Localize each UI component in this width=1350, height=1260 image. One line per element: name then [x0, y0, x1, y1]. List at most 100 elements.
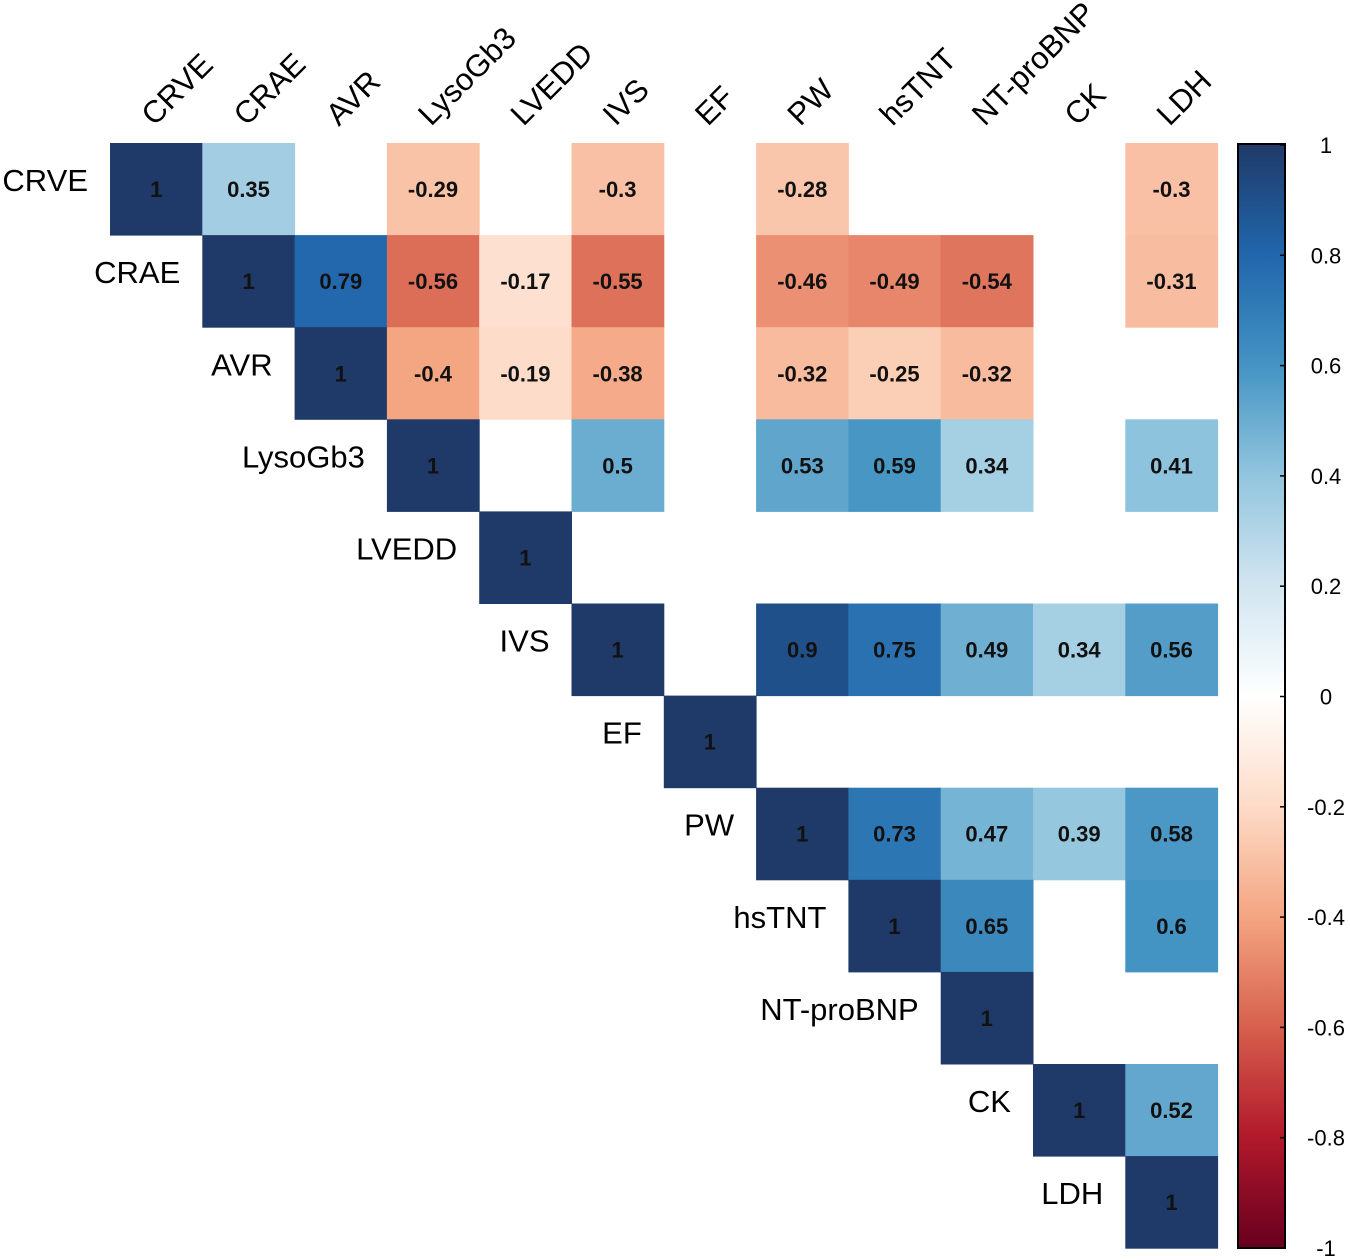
heatmap-cell-LVEDD-LVEDD — [479, 511, 572, 604]
cell-value-label-LysoGb3-IVS: 0.5 — [602, 453, 633, 478]
heatmap-cell-hsTNT-hsTNT — [848, 879, 942, 973]
heatmap-cell-hsTNT-NT-proBNP — [940, 879, 1034, 973]
heatmap-cell-CRVE-LysoGb3 — [386, 143, 480, 236]
cell-value-label-PW-PW: 1 — [796, 822, 808, 847]
cell-value-label-CRAE-LDH: -0.31 — [1146, 269, 1196, 294]
row-label-LVEDD: LVEDD — [356, 531, 457, 566]
heatmap-cell-IVS-NT-proBNP — [940, 603, 1034, 697]
row-label-EF: EF — [602, 716, 642, 751]
cell-value-label-CRAE-LysoGb3: -0.56 — [408, 269, 458, 294]
cell-value-label-hsTNT-LDH: 0.6 — [1156, 914, 1187, 939]
row-label-CRVE: CRVE — [2, 163, 88, 198]
column-label-LDH: LDH — [1150, 63, 1219, 132]
cell-value-label-LysoGb3-hsTNT: 0.59 — [873, 453, 916, 478]
cell-value-label-CRVE-CRAE: 0.35 — [227, 177, 270, 202]
heatmap-cell-hsTNT-LDH — [1125, 879, 1219, 973]
cell-value-label-CRAE-IVS: -0.55 — [593, 269, 643, 294]
heatmap-cell-LDH-LDH — [1125, 1156, 1219, 1249]
column-label-EF: EF — [688, 79, 741, 132]
cell-value-label-CRVE-IVS: -0.3 — [599, 177, 637, 202]
heatmap-cell-LysoGb3-PW — [756, 419, 849, 512]
cell-value-label-IVS-PW: 0.9 — [787, 638, 818, 663]
column-label-LVEDD: LVEDD — [504, 36, 600, 132]
heatmap-cell-EF-EF — [663, 695, 757, 789]
heatmap-cell-AVR-LysoGb3 — [386, 327, 480, 420]
cell-value-label-CRVE-CRVE: 1 — [150, 177, 162, 202]
heatmap-cell-PW-hsTNT — [848, 787, 942, 881]
heatmap-cell-LysoGb3-LysoGb3 — [386, 419, 480, 512]
column-label-CK: CK — [1057, 77, 1112, 132]
row-labels: CRVE CRAE AVR LysoGb3 LVEDD IVS EF PW hsTNT NT-pr… — [2, 163, 1103, 1211]
cell-value-label-EF-EF: 1 — [704, 730, 716, 755]
colorbar-tick-label: -0.8 — [1307, 1126, 1345, 1151]
heatmap-cell-AVR-hsTNT — [848, 327, 942, 420]
colorbar-tick-label: -0.4 — [1307, 905, 1345, 930]
colorbar-tick-label: -1 — [1316, 1236, 1336, 1260]
heatmap-cell-AVR-LVEDD — [479, 327, 572, 420]
heatmap-cell-CRVE-IVS — [571, 143, 665, 236]
colorbar-tick-label: 0.2 — [1311, 574, 1342, 599]
heatmap-cell-AVR-PW — [756, 327, 849, 420]
heatmap-cells: 1 0.35 -0.29 -0.3 -0.28 -0.31 0.79 -0.56 -0.17 -0… — [110, 143, 1219, 1249]
colorbar-tick-label: 0.4 — [1311, 464, 1342, 489]
cell-value-label-hsTNT-NT-proBNP: 0.65 — [965, 914, 1008, 939]
cell-value-label-hsTNT-hsTNT: 1 — [888, 914, 900, 939]
heatmap-cell-CRAE-PW — [756, 235, 849, 328]
heatmap-cell-CRAE-LysoGb3 — [386, 235, 480, 328]
cell-value-label-LDH-LDH: 1 — [1165, 1190, 1177, 1215]
cell-value-label-CRAE-hsTNT: -0.49 — [869, 269, 919, 294]
column-label-CRVE: CRVE — [134, 47, 219, 132]
cell-value-label-CRAE-CRAE: 1 — [242, 269, 254, 294]
heatmap-cell-AVR-NT-proBNP — [940, 327, 1034, 420]
row-label-LysoGb3: LysoGb3 — [242, 439, 365, 474]
cell-value-label-CRVE-PW: -0.28 — [777, 177, 827, 202]
cell-value-label-LysoGb3-LysoGb3: 1 — [427, 453, 439, 478]
cell-value-label-LysoGb3-PW: 0.53 — [781, 453, 824, 478]
column-label-AVR: AVR — [319, 64, 387, 132]
heatmap-cell-NT-proBNP-NT-proBNP — [940, 971, 1034, 1065]
cell-value-label-CRAE-PW: -0.46 — [777, 269, 827, 294]
heatmap-cell-CRAE-LDH — [1125, 235, 1219, 328]
cell-value-label-LysoGb3-LDH: 0.41 — [1150, 453, 1193, 478]
heatmap-cell-AVR-AVR — [294, 327, 388, 420]
colorbar-tick-label: 0.6 — [1311, 354, 1342, 379]
cell-value-label-CRAE-LVEDD: -0.17 — [500, 269, 550, 294]
cell-value-label-PW-hsTNT: 0.73 — [873, 822, 916, 847]
heatmap-cell-AVR-IVS — [571, 327, 665, 420]
cell-value-label-AVR-AVR: 1 — [335, 361, 347, 386]
cell-value-label-CK-CK: 1 — [1073, 1098, 1085, 1123]
colorbar-tick-label: 1 — [1320, 133, 1332, 158]
heatmap-cell-CRAE-LVEDD — [479, 235, 572, 328]
heatmap-cell-CRAE-CRAE — [202, 235, 296, 328]
colorbar-tick-label: -0.6 — [1307, 1015, 1345, 1040]
row-label-hsTNT: hsTNT — [733, 900, 826, 935]
cell-value-label-CK-LDH: 0.52 — [1150, 1098, 1193, 1123]
colorbar-gradient — [1237, 143, 1286, 1249]
cell-value-label-AVR-NT-proBNP: -0.32 — [962, 361, 1012, 386]
heatmap-cell-PW-NT-proBNP — [940, 787, 1034, 881]
heatmap-cell-IVS-hsTNT — [848, 603, 942, 697]
row-label-AVR: AVR — [211, 347, 272, 382]
cell-value-label-CRAE-NT-proBNP: -0.54 — [962, 269, 1013, 294]
cell-value-label-IVS-hsTNT: 0.75 — [873, 638, 916, 663]
cell-value-label-PW-LDH: 0.58 — [1150, 822, 1193, 847]
row-label-CK: CK — [968, 1084, 1011, 1119]
cell-value-label-AVR-hsTNT: -0.25 — [869, 361, 919, 386]
cell-value-label-IVS-LDH: 0.56 — [1150, 638, 1193, 663]
heatmap-cell-PW-LDH — [1125, 787, 1219, 881]
heatmap-cell-LysoGb3-IVS — [571, 419, 665, 512]
row-label-PW: PW — [684, 808, 735, 843]
column-label-IVS: IVS — [596, 72, 656, 132]
colorbar-tick-label: 0 — [1320, 685, 1332, 710]
cell-value-label-IVS-NT-proBNP: 0.49 — [965, 638, 1008, 663]
heatmap-cell-CRAE-hsTNT — [848, 235, 942, 328]
cell-value-label-AVR-LysoGb3: -0.4 — [414, 361, 453, 386]
heatmap-cell-LysoGb3-LDH — [1125, 419, 1219, 512]
heatmap-cell-IVS-IVS — [571, 603, 665, 697]
heatmap-cell-LysoGb3-NT-proBNP — [940, 419, 1034, 512]
row-label-LDH: LDH — [1041, 1176, 1103, 1211]
column-label-LysoGb3: LysoGb3 — [411, 20, 523, 132]
heatmap-cell-CK-LDH — [1125, 1064, 1219, 1157]
